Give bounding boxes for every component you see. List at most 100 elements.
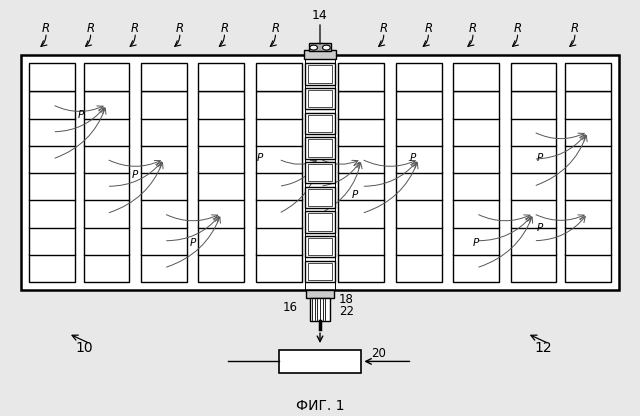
Bar — [305, 260, 335, 282]
Text: R: R — [131, 22, 140, 35]
Text: P: P — [473, 238, 479, 248]
Bar — [141, 254, 187, 282]
Text: R: R — [271, 22, 280, 35]
Bar — [339, 254, 385, 282]
Bar — [29, 91, 76, 119]
Bar — [198, 63, 244, 92]
Text: P: P — [257, 153, 262, 163]
Bar — [308, 164, 332, 181]
Bar — [84, 254, 129, 282]
Bar — [305, 162, 335, 183]
Bar — [308, 44, 332, 51]
Bar — [304, 50, 336, 59]
Text: R: R — [469, 22, 477, 35]
Bar — [308, 90, 332, 107]
Bar — [564, 145, 611, 173]
Bar — [305, 113, 335, 134]
Text: P: P — [537, 223, 543, 233]
Bar — [305, 236, 335, 258]
Bar — [511, 172, 556, 200]
Text: P: P — [189, 238, 196, 248]
Circle shape — [310, 45, 317, 50]
Bar — [29, 227, 76, 255]
Bar — [84, 118, 129, 146]
Bar — [29, 118, 76, 146]
Text: 20: 20 — [371, 347, 386, 361]
Bar — [396, 227, 442, 255]
Bar — [305, 88, 335, 109]
Bar — [29, 254, 76, 282]
Bar — [198, 91, 244, 119]
Bar — [141, 227, 187, 255]
Bar — [564, 172, 611, 200]
Bar — [339, 227, 385, 255]
Bar — [29, 199, 76, 228]
Bar — [305, 137, 335, 158]
Bar — [339, 91, 385, 119]
Bar — [339, 118, 385, 146]
Bar — [396, 118, 442, 146]
Bar — [278, 350, 362, 373]
Bar — [141, 199, 187, 228]
Bar — [141, 118, 187, 146]
Bar — [308, 65, 332, 83]
Bar — [564, 254, 611, 282]
Bar — [141, 91, 187, 119]
Text: P: P — [409, 153, 415, 163]
Bar — [29, 145, 76, 173]
Bar — [511, 63, 556, 92]
Bar — [198, 118, 244, 146]
Bar — [511, 145, 556, 173]
Text: P: P — [352, 191, 358, 201]
Bar — [84, 172, 129, 200]
Bar — [396, 199, 442, 228]
Bar — [453, 91, 499, 119]
Text: P: P — [537, 153, 543, 163]
Bar — [308, 238, 332, 255]
Text: P: P — [78, 110, 84, 120]
Bar — [255, 91, 301, 119]
Bar — [84, 145, 129, 173]
Bar — [84, 63, 129, 92]
Bar — [453, 63, 499, 92]
Bar — [255, 199, 301, 228]
Text: ФИГ. 1: ФИГ. 1 — [296, 399, 344, 413]
Bar — [141, 172, 187, 200]
Bar — [308, 262, 332, 280]
Bar — [84, 91, 129, 119]
Bar — [396, 145, 442, 173]
Bar — [308, 213, 332, 230]
Bar — [141, 63, 187, 92]
Text: R: R — [571, 22, 579, 35]
Text: 10: 10 — [76, 341, 93, 355]
Bar — [453, 118, 499, 146]
Bar — [453, 145, 499, 173]
Bar — [308, 188, 332, 206]
Bar — [198, 254, 244, 282]
Text: R: R — [42, 22, 50, 35]
Bar — [396, 63, 442, 92]
Bar — [198, 227, 244, 255]
Bar — [306, 290, 334, 298]
Bar — [305, 63, 335, 85]
Bar — [396, 254, 442, 282]
Bar — [564, 118, 611, 146]
Bar — [564, 227, 611, 255]
Bar — [339, 172, 385, 200]
Text: P: P — [132, 170, 138, 180]
Bar — [511, 91, 556, 119]
Bar — [396, 172, 442, 200]
Bar — [29, 63, 76, 92]
Text: R: R — [424, 22, 433, 35]
Bar — [453, 254, 499, 282]
Bar — [511, 254, 556, 282]
Text: R: R — [513, 22, 522, 35]
Text: 12: 12 — [534, 341, 552, 355]
Bar — [255, 172, 301, 200]
Text: R: R — [86, 22, 95, 35]
Bar — [255, 254, 301, 282]
Bar — [339, 199, 385, 228]
Text: 18: 18 — [339, 293, 354, 306]
Text: R: R — [380, 22, 388, 35]
Bar — [453, 227, 499, 255]
